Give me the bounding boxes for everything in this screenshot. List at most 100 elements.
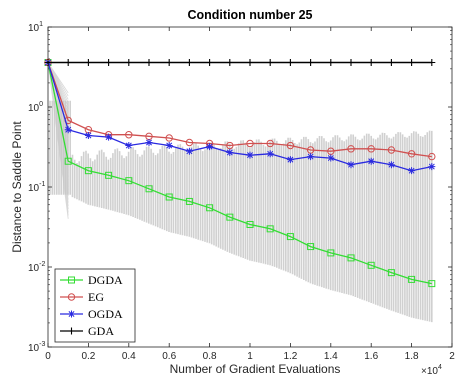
data-point-gda (387, 58, 395, 66)
legend-item-dgda: DGDA (60, 273, 123, 287)
legend-label: EG (88, 290, 104, 304)
data-point-gda (266, 58, 274, 66)
data-point-ogda (347, 161, 355, 169)
data-point-ogda (387, 161, 395, 169)
legend-label: GDA (88, 324, 114, 338)
y-axis-label: Distance to Saddle Point (10, 121, 24, 253)
data-point-gda (105, 58, 113, 66)
data-point-dgda (387, 269, 395, 277)
data-point-gda (226, 58, 234, 66)
data-point-eg (185, 138, 194, 147)
data-point-dgda (165, 193, 173, 201)
data-point-gda (327, 58, 335, 66)
series-dgda (44, 58, 436, 288)
legend-item-ogda: OGDA (60, 307, 123, 321)
data-point-gda (367, 58, 375, 66)
y-tick-base: 10 (28, 23, 40, 34)
legend-swatch-marker (67, 293, 76, 301)
data-point-ogda (185, 147, 193, 155)
data-point-ogda (105, 133, 113, 141)
data-point-eg (226, 141, 234, 150)
x-tick-label: 1.8 (405, 351, 419, 362)
data-point-ogda (145, 138, 153, 146)
legend-label: OGDA (88, 307, 123, 321)
x-axis-multiplier-exponent: 4 (438, 364, 442, 371)
data-point-ogda (246, 151, 254, 159)
x-tick-label: 1.6 (364, 351, 378, 362)
y-tick-base: 10 (28, 183, 40, 194)
data-point-ogda (165, 142, 173, 150)
data-point-dgda (327, 249, 335, 257)
x-axis-multiplier: ×104 (421, 364, 442, 377)
data-point-ogda (226, 148, 234, 156)
data-point-eg (407, 150, 416, 158)
data-point-dgda (145, 185, 153, 193)
data-point-dgda (347, 254, 355, 262)
data-point-eg (165, 134, 173, 142)
legend-item-eg: EG (60, 290, 104, 304)
y-tick-base: 10 (28, 103, 40, 114)
data-point-gda (145, 58, 153, 66)
data-point-gda (286, 58, 294, 66)
y-tick-label: 10-1 (28, 181, 45, 194)
data-point-gda (428, 58, 436, 66)
data-point-dgda (367, 261, 375, 269)
data-point-eg (387, 146, 396, 154)
data-point-dgda (246, 220, 254, 228)
legend: DGDA EG OGDA GDA (54, 268, 136, 343)
data-point-eg (327, 147, 335, 155)
data-point-ogda (367, 157, 375, 165)
data-point-dgda (307, 243, 315, 251)
data-point-gda (307, 58, 315, 66)
data-point-eg (246, 139, 254, 148)
y-tick-label: 10-3 (28, 341, 45, 354)
data-point-gda (125, 58, 133, 66)
data-point-dgda (286, 233, 294, 241)
data-point-dgda (266, 225, 274, 233)
data-point-dgda (185, 197, 193, 205)
x-tick-label: 0.4 (122, 351, 136, 362)
y-tick-label: 101 (28, 21, 43, 34)
data-point-gda (206, 58, 214, 66)
data-point-dgda (105, 171, 113, 179)
legend-label: DGDA (88, 273, 123, 287)
data-point-dgda (428, 280, 436, 288)
data-point-ogda (327, 154, 335, 162)
data-point-eg (286, 141, 295, 150)
data-point-ogda (408, 167, 416, 175)
data-point-ogda (206, 143, 214, 151)
data-point-eg (125, 131, 133, 139)
data-point-ogda (84, 132, 92, 140)
y-tick-base: 10 (28, 343, 40, 354)
data-point-gda (347, 58, 355, 66)
series-gda (44, 58, 436, 66)
x-tick-label: 0.8 (203, 351, 217, 362)
data-point-ogda (307, 153, 315, 161)
legend-swatch-marker (68, 276, 75, 284)
data-point-eg (367, 145, 375, 153)
data-point-eg (428, 152, 436, 161)
x-tick-label: 0 (45, 351, 51, 362)
x-tick-label: 2 (449, 351, 455, 362)
data-point-ogda (286, 156, 294, 164)
data-point-dgda (226, 213, 234, 221)
data-point-gda (408, 58, 416, 66)
y-tick-exponent: 1 (39, 21, 43, 28)
x-tick-label: 1 (247, 351, 253, 362)
x-tick-label: 0.6 (162, 351, 176, 362)
data-point-ogda (428, 163, 436, 171)
x-axis-label: Number of Gradient Evaluations (170, 362, 341, 376)
data-point-dgda (84, 167, 92, 175)
y-tick-exponent: 0 (39, 101, 43, 108)
data-point-gda (44, 58, 52, 66)
data-point-gda (185, 58, 193, 66)
y-tick-exponent: -1 (39, 181, 45, 188)
data-point-gda (84, 58, 92, 66)
legend-item-gda: GDA (60, 324, 114, 338)
axis-ticks: 0 0.2 0.4 0.6 0.8 1 1.2 1.4 1.6 1.8 210-310-210-11… (28, 21, 455, 362)
data-point-ogda (125, 142, 133, 150)
data-point-dgda (206, 204, 214, 212)
y-tick-label: 100 (28, 101, 43, 114)
series-line-ogda (47, 62, 432, 172)
